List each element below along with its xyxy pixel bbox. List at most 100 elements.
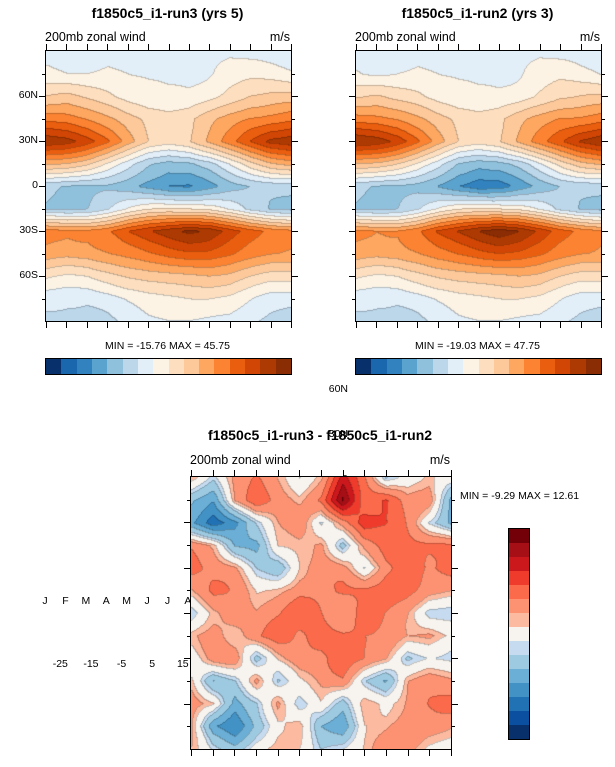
- axis-tick: [580, 322, 582, 328]
- axis-tick: [86, 322, 88, 328]
- x-tick-label: J: [164, 595, 171, 607]
- colorbar-cell: [46, 359, 62, 374]
- axis-tick: [127, 44, 129, 50]
- axis-tick: [229, 322, 231, 328]
- axis-tick: [321, 470, 322, 476]
- colorbar-cell: [509, 571, 529, 585]
- x-tick-label: J: [144, 595, 150, 607]
- axis-tick: [188, 322, 190, 328]
- axis-tick: [364, 750, 366, 756]
- axis-tick: [191, 750, 192, 756]
- axis-tick: [39, 276, 45, 277]
- field-label-run3: 200mb zonal wind: [45, 30, 146, 44]
- units-label-run3: m/s: [269, 30, 290, 44]
- axis-tick: [407, 470, 409, 476]
- axis-tick: [292, 253, 295, 255]
- colorbar-run3: [45, 358, 292, 375]
- axis-tick: [291, 322, 292, 328]
- y-tick-label: 30N: [328, 428, 348, 440]
- axis-tick: [46, 322, 47, 328]
- axis-tick: [299, 750, 301, 756]
- colorbar-tick-label: -5: [116, 658, 127, 670]
- axis-tick: [539, 322, 541, 328]
- y-tick-label: 30S: [19, 224, 38, 236]
- axis-tick: [168, 44, 170, 50]
- axis-tick: [376, 322, 378, 328]
- colorbar-cell: [432, 359, 448, 374]
- axis-tick: [452, 567, 458, 569]
- axis-tick: [187, 590, 190, 592]
- colorbar-cell: [509, 697, 529, 711]
- axis-tick: [407, 750, 409, 756]
- colorbar-cell: [509, 725, 529, 739]
- x-tick-label: A: [184, 595, 192, 607]
- axis-tick: [127, 322, 129, 328]
- axis-tick: [270, 44, 272, 50]
- axis-tick: [209, 44, 211, 50]
- axis-tick: [42, 118, 45, 120]
- colorbar-cell: [91, 359, 108, 374]
- panel-title-diff: f1850c5_i1-run3 - f1850c5_i1-run2: [207, 427, 433, 443]
- axis-tick: [452, 613, 458, 614]
- colorbar-cell: [214, 359, 230, 374]
- axis-tick: [42, 208, 45, 210]
- colorbar-cell: [509, 627, 529, 641]
- panel-title-run2: f1850c5_i1-run2 (yrs 3): [401, 5, 554, 21]
- diff-colorbar: [508, 528, 530, 740]
- axis-tick: [66, 322, 68, 328]
- y-tick-label: 0: [32, 179, 38, 191]
- axis-tick: [452, 590, 455, 592]
- colorbar-cell: [509, 529, 529, 543]
- axis-tick: [342, 750, 344, 756]
- colorbar-cell: [509, 669, 529, 683]
- field-label-diff: 200mb zonal wind: [190, 453, 291, 467]
- axis-tick: [349, 186, 355, 187]
- axis-tick: [187, 726, 190, 728]
- axis-tick: [292, 231, 298, 232]
- colorbar-cell: [493, 359, 510, 374]
- axis-tick: [184, 658, 190, 660]
- colorbar-cell: [509, 683, 529, 697]
- y-tick-label: 30N: [18, 134, 38, 146]
- colorbar-cell: [168, 359, 184, 374]
- contour-canvas-run2: [356, 51, 601, 321]
- contour-plot-run2: [349, 44, 608, 328]
- colorbar-run2: [355, 358, 602, 375]
- axis-tick: [602, 73, 605, 75]
- x-tick-label: F: [62, 595, 69, 607]
- colorbar-tick-label: 15: [176, 658, 189, 670]
- axis-tick: [292, 141, 298, 142]
- axis-tick: [107, 322, 109, 328]
- axis-tick: [451, 470, 452, 476]
- x-tick-label: J: [42, 595, 48, 607]
- axis-tick: [188, 44, 190, 50]
- axis-tick: [342, 470, 344, 476]
- axis-tick: [352, 163, 355, 165]
- axis-tick: [458, 322, 460, 328]
- x-tick-label: M: [81, 595, 91, 607]
- colorbar-cell: [509, 557, 529, 571]
- axis-tick: [602, 276, 608, 277]
- axis-tick: [39, 231, 45, 232]
- axis-tick: [184, 567, 190, 569]
- colorbar-cell: [555, 359, 571, 374]
- axis-tick: [498, 322, 500, 328]
- colorbar-cell: [137, 359, 154, 374]
- stats-label-run2: MIN = -19.03 MAX = 47.75: [415, 340, 540, 352]
- colorbar-cell: [570, 359, 586, 374]
- colorbar-cell: [509, 543, 529, 557]
- axis-tick: [452, 522, 458, 524]
- axis-tick: [352, 118, 355, 120]
- axis-tick: [396, 44, 398, 50]
- axis-tick: [452, 658, 458, 660]
- colorbar-cell: [386, 359, 402, 374]
- axis-tick: [478, 322, 480, 328]
- axis-tick: [46, 44, 47, 50]
- axis-tick: [429, 470, 431, 476]
- axis-tick: [42, 73, 45, 75]
- colorbar-cell: [229, 359, 246, 374]
- y-tick-label: 60N: [18, 89, 38, 101]
- axis-tick: [277, 470, 279, 476]
- units-label-run2: m/s: [579, 30, 600, 44]
- axis-tick: [349, 96, 355, 97]
